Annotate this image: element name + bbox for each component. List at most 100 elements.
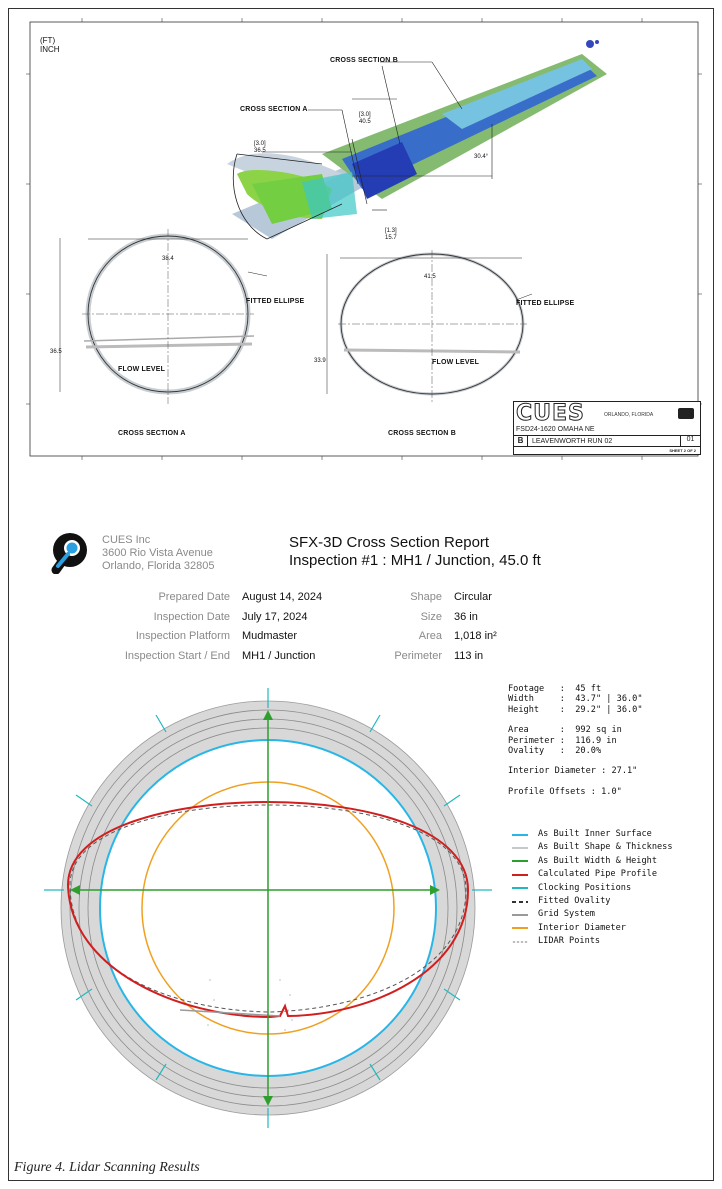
figure-frame xyxy=(8,8,714,1181)
section-a-flow-level: FLOW LEVEL xyxy=(118,366,166,373)
point-cloud-plan xyxy=(227,40,607,239)
flow-level-line xyxy=(179,1009,281,1017)
legend-item: Interior Diameter xyxy=(510,922,673,935)
title-block-sheet: SHEET 2 OF 2 xyxy=(669,448,696,453)
legend-item: Grid System xyxy=(510,908,673,921)
title-block-city: ORLANDO, FLORIDA xyxy=(604,412,654,418)
legend-label: Fitted Ovality xyxy=(538,895,611,906)
section-b-title: CROSS SECTION B xyxy=(388,430,456,437)
detail-label: Inspection Date xyxy=(153,610,230,623)
legend-label: As Built Inner Surface xyxy=(538,829,652,839)
cross-section-a-callout: CROSS SECTION A xyxy=(240,106,308,113)
cross-section-plot xyxy=(44,688,492,1128)
drawing-canvas xyxy=(26,18,702,460)
legend-swatch xyxy=(510,924,530,932)
stat-height: Height : 29.2" | 36.0" xyxy=(508,704,643,715)
detail-label: Shape xyxy=(410,591,442,603)
stat-width: Width : 43.7" | 36.0" xyxy=(508,694,643,705)
detail-row: Area 1,018 in² xyxy=(360,627,497,647)
legend-label: Calculated Pipe Profile xyxy=(538,869,657,880)
dim-a-value: 36.5 xyxy=(254,148,266,154)
legend-label: As Built Shape & Thickness xyxy=(538,842,673,853)
detail-row: Inspection Start / End MH1 / Junction xyxy=(60,647,322,667)
measurement-stats: Footage : 45 ft Width : 43.7" | 36.0" Heig… xyxy=(508,684,643,797)
units-line-1: (FT) xyxy=(40,36,56,45)
detail-row: Inspection Date July 17, 2024 xyxy=(60,608,322,628)
section-b-fitted-ellipse: FITTED ELLIPSE xyxy=(516,300,575,307)
stat-perimeter: Perimeter : 116.9 in xyxy=(508,735,617,746)
arrow-left-icon xyxy=(70,885,80,895)
detail-row: Perimeter 113 in xyxy=(360,647,497,667)
sheet-ticks xyxy=(26,18,702,460)
detail-label: Prepared Date xyxy=(158,591,230,603)
section-a-fitted-ellipse: FITTED ELLIPSE xyxy=(246,298,305,305)
detail-value: July 17, 2024 xyxy=(242,610,308,623)
detail-value: August 14, 2024 xyxy=(242,591,323,603)
legend-swatch xyxy=(510,831,530,839)
legend-swatch xyxy=(510,911,530,919)
report-subtitle: Inspection #1 : MH1 / Junction, 45.0 ft xyxy=(289,552,541,569)
title-block-logo: CUES xyxy=(516,401,585,426)
units-line-2: INCH xyxy=(40,45,60,54)
legend-item: As Built Width & Height xyxy=(510,855,673,868)
title-block: CUES ORLANDO, FLORIDA FSD24-1620 OMAHA N… xyxy=(513,401,701,455)
title-block-rev: B xyxy=(514,436,528,446)
section-b-width: 41.5 xyxy=(424,274,436,280)
company-info: CUES Inc 3600 Rio Vista Avenue Orlando, … xyxy=(102,534,215,573)
title-block-sheet-no: 01 xyxy=(680,436,700,446)
cross-section-a-drawing xyxy=(59,229,268,404)
cross-section-b-drawing xyxy=(326,250,533,402)
units-label: (FT) INCH xyxy=(40,36,60,54)
section-a-height: 36.5 xyxy=(50,349,62,355)
cues-logo-icon xyxy=(51,533,87,574)
legend-swatch xyxy=(510,844,530,852)
detail-value: Circular xyxy=(454,591,492,603)
legend-item: As Built Inner Surface xyxy=(510,828,673,841)
title-block-run: LEAVENWORTH RUN 02 xyxy=(532,438,613,445)
company-address-2: Orlando, Florida 32805 xyxy=(102,560,215,572)
report-title: SFX-3D Cross Section Report xyxy=(289,534,490,551)
inspection-details: Prepared Date August 14, 2024 Inspection … xyxy=(60,588,322,666)
detail-label: Inspection Start / End xyxy=(124,649,230,662)
fitted-ovality xyxy=(69,804,467,1013)
legend-item: Calculated Pipe Profile xyxy=(510,868,673,881)
dim-b-value: 40.5 xyxy=(359,119,371,125)
detail-value: 113 in xyxy=(454,649,484,662)
detail-value: MH1 / Junction xyxy=(242,649,316,662)
detail-row: Shape Circular xyxy=(360,588,497,608)
detail-row: Inspection Platform Mudmaster xyxy=(60,627,322,647)
legend-label: LIDAR Points xyxy=(538,936,601,947)
report-heading: SFX-3D Cross Section Report Inspection #… xyxy=(289,534,541,570)
legend-label: Interior Diameter xyxy=(538,922,626,933)
calculated-pipe-profile xyxy=(66,800,470,1019)
company-address-1: 3600 Rio Vista Avenue xyxy=(102,547,213,559)
stat-area: Area : 992 sq in xyxy=(508,725,622,736)
title-block-job: FSD24-1620 OMAHA NE xyxy=(516,426,595,433)
detail-label: Inspection Platform xyxy=(135,630,230,642)
legend-item: Clocking Positions xyxy=(510,882,673,895)
legend-swatch xyxy=(510,871,530,879)
section-a-width: 38.4 xyxy=(162,256,174,262)
legend-swatch xyxy=(510,857,530,865)
legend-swatch xyxy=(510,898,530,906)
detail-label: Size xyxy=(420,610,442,623)
legend-item: Fitted Ovality xyxy=(510,895,673,908)
cross-section-b-callout: CROSS SECTION B xyxy=(330,57,398,64)
detail-value: 1,018 in² xyxy=(454,630,497,642)
dim-a-box: [3.0] xyxy=(254,141,266,147)
stat-interior-diameter: Interior Diameter : 27.1" xyxy=(508,766,638,777)
stat-ovality: Ovality : 20.0% xyxy=(508,746,602,757)
legend-label: As Built Width & Height xyxy=(538,855,657,866)
legend-swatch xyxy=(510,938,530,946)
detail-label: Perimeter xyxy=(394,649,442,662)
dim-b-box: [3.0] xyxy=(359,112,371,118)
stat-profile-offsets: Profile Offsets : 1.0" xyxy=(508,786,622,797)
lidar-drawing-sheet: (FT) INCH CROSS SECTION B CROSS SECTION … xyxy=(22,14,712,469)
section-a-title: CROSS SECTION A xyxy=(118,430,186,437)
legend-swatch xyxy=(510,884,530,892)
detail-row: Prepared Date August 14, 2024 xyxy=(60,588,322,608)
legend-item: As Built Shape & Thickness xyxy=(510,841,673,854)
legend-label: Clocking Positions xyxy=(538,882,632,893)
detail-label: Area xyxy=(418,630,442,642)
dim-lower-box: [1.3] xyxy=(385,228,397,234)
